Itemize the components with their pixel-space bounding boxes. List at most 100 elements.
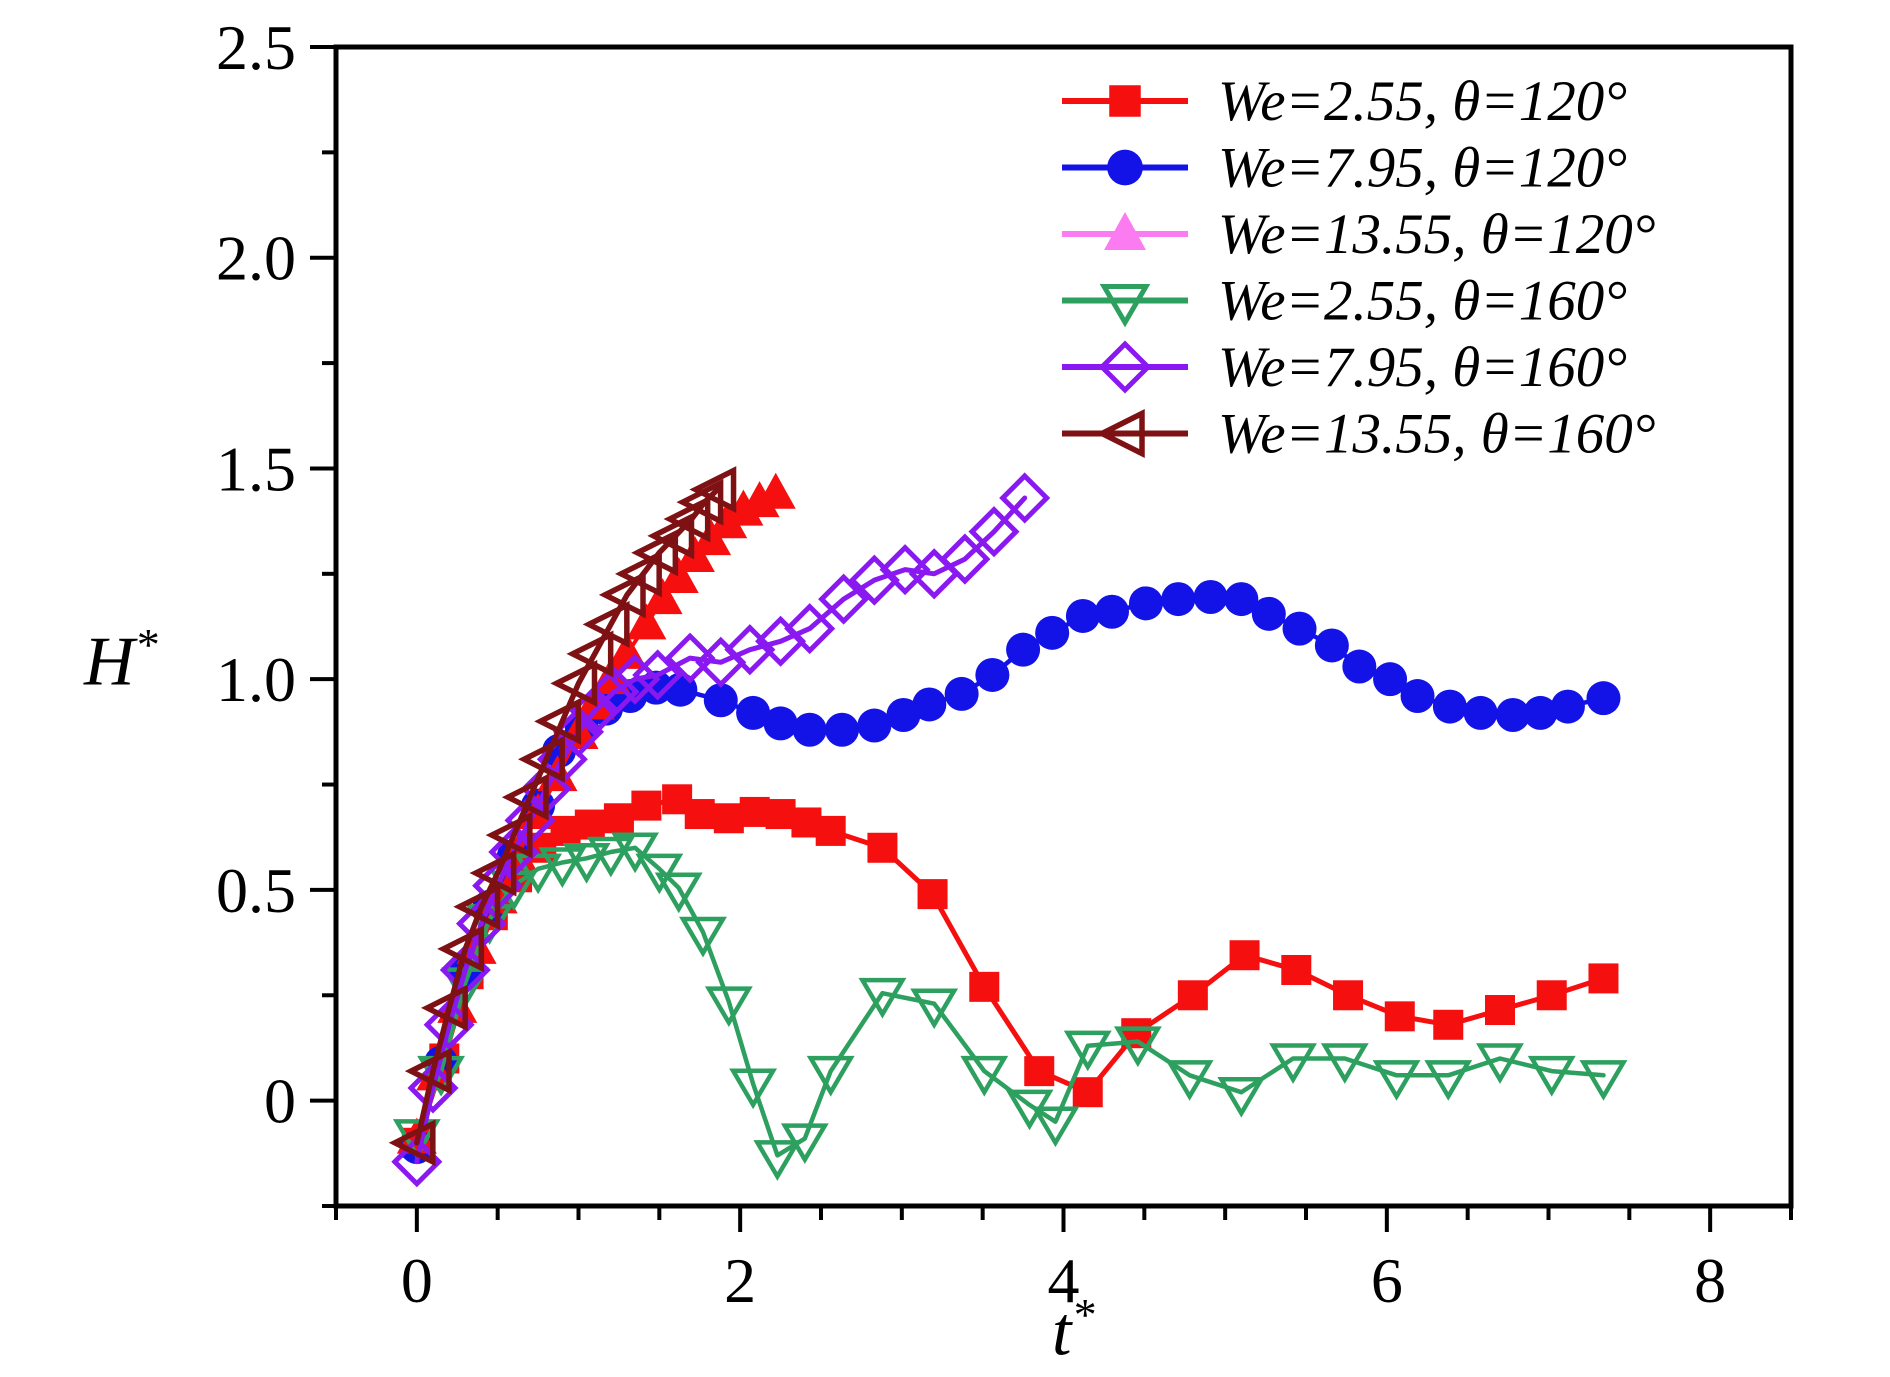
marker-triangle-left-icon <box>647 512 695 560</box>
marker-triangle-left-icon <box>550 659 598 707</box>
marker-circle-icon <box>1586 681 1621 716</box>
series-line <box>414 845 1606 1158</box>
marker-triangle-down-icon <box>780 1123 829 1165</box>
x-tick-label: 8 <box>1694 1245 1726 1316</box>
marker-square-icon <box>684 799 715 830</box>
marker-circle-icon <box>736 695 771 730</box>
marker-triangle-down-icon <box>538 847 587 888</box>
marker-triangle-down-icon <box>586 836 635 878</box>
legend-item: We=7.95, θ=120° <box>1062 137 1627 200</box>
marker-diamond-icon <box>609 653 661 705</box>
marker-diamond-icon <box>999 472 1051 524</box>
marker-circle-icon <box>1006 632 1041 667</box>
marker-square-icon <box>631 790 662 821</box>
marker-triangle-left-icon <box>615 550 662 598</box>
marker-circle-icon <box>825 712 860 747</box>
marker-triangle-left-icon <box>404 1047 452 1095</box>
marker-triangle-down-icon <box>1099 284 1151 328</box>
marker-triangle-down-icon <box>1031 1106 1080 1148</box>
y-tick-label: 1.5 <box>216 433 296 504</box>
series-we7-95-theta120 <box>399 579 1621 1164</box>
marker-circle-icon <box>1193 579 1228 614</box>
x-tick-label: 6 <box>1371 1245 1403 1316</box>
marker-triangle-up-icon <box>642 578 683 615</box>
marker-circle-icon <box>1251 596 1286 631</box>
marker-triangle-left-icon <box>631 529 679 577</box>
marker-circle-icon <box>1065 598 1100 633</box>
marker-triangle-left-icon <box>518 735 565 783</box>
marker-triangle-left-icon <box>501 773 549 821</box>
x-axis-superscript: * <box>1071 1289 1095 1340</box>
marker-circle-icon <box>1463 695 1498 730</box>
marker-triangle-down-icon <box>679 916 727 958</box>
marker-triangle-down-icon <box>1320 1043 1369 1084</box>
marker-circle-icon <box>886 698 921 733</box>
series-we2-55-theta160 <box>392 832 1628 1181</box>
y-tick-label: 0.5 <box>216 855 296 926</box>
marker-square-icon <box>713 803 744 834</box>
marker-square-icon <box>815 815 846 846</box>
marker-square-icon <box>1177 980 1208 1011</box>
marker-triangle-down-icon <box>514 853 563 895</box>
y-tick-label: 2.5 <box>216 12 296 83</box>
marker-circle-icon <box>1282 611 1317 646</box>
marker-triangle-down-icon <box>611 832 660 874</box>
marker-circle-icon <box>975 657 1010 692</box>
marker-circle-icon <box>1432 689 1467 724</box>
marker-triangle-left-icon <box>1095 409 1145 458</box>
marker-square-icon <box>1384 1001 1415 1032</box>
marker-square-icon <box>1024 1056 1055 1087</box>
marker-circle-icon <box>1224 582 1259 617</box>
legend-label: We=2.55, θ=120° <box>1218 70 1627 133</box>
marker-triangle-down-icon <box>753 1140 802 1181</box>
marker-diamond-icon <box>784 603 836 655</box>
marker-triangle-down-icon <box>562 843 611 884</box>
marker-square-icon <box>1485 995 1515 1026</box>
marker-triangle-left-icon <box>421 984 468 1032</box>
marker-triangle-down-icon <box>910 988 959 1030</box>
marker-triangle-down-icon <box>1217 1076 1266 1118</box>
marker-triangle-down-icon <box>1372 1060 1421 1101</box>
tick-labels: 0 2 4 6 8 0 0.5 1.0 1.5 2.0 2.5 <box>216 12 1726 1316</box>
marker-circle-icon <box>792 712 827 747</box>
marker-triangle-down-icon <box>960 1055 1009 1097</box>
marker-triangle-down-icon <box>1269 1043 1318 1084</box>
marker-circle-icon <box>857 708 892 743</box>
marker-diamond-icon <box>632 649 684 701</box>
marker-triangle-left-icon <box>534 697 582 745</box>
marker-triangle-down-icon <box>858 977 907 1019</box>
y-axis-superscript: * <box>134 619 158 670</box>
marker-triangle-down-icon <box>1424 1060 1473 1101</box>
marker-circle-icon <box>1495 698 1530 733</box>
marker-circle-icon <box>1314 628 1349 663</box>
plot-frame <box>333 44 1794 1209</box>
marker-triangle-up-icon <box>626 603 667 640</box>
marker-diamond-icon <box>588 666 640 718</box>
series-we13-55-theta160 <box>388 466 737 1167</box>
y-tick-label: 2.0 <box>216 223 296 294</box>
marker-diamond-icon <box>879 544 931 596</box>
marker-triangle-left-icon <box>437 925 485 973</box>
marker-square-icon <box>867 832 898 863</box>
marker-circle-icon <box>1095 594 1129 629</box>
marker-diamond-icon <box>1098 340 1152 394</box>
marker-square-icon <box>603 803 634 834</box>
marker-square-icon <box>739 796 770 827</box>
marker-square-icon <box>1229 940 1260 971</box>
marker-circle-icon <box>763 706 798 741</box>
x-tick-label: 4 <box>1048 1245 1080 1316</box>
marker-circle-icon <box>1550 689 1585 724</box>
legend-label: We=7.95, θ=120° <box>1218 137 1627 200</box>
marker-triangle-left-icon <box>453 883 501 931</box>
marker-circle-icon <box>1523 695 1558 730</box>
marker-square-icon <box>1109 85 1141 117</box>
marker-triangle-left-icon <box>469 849 517 897</box>
marker-triangle-left-icon <box>485 811 533 859</box>
marker-circle-icon <box>1400 679 1435 714</box>
marker-diamond-icon <box>724 624 776 676</box>
marker-diamond-icon <box>818 573 870 625</box>
marker-square-icon <box>1281 954 1312 985</box>
marker-square-icon <box>1072 1077 1103 1108</box>
